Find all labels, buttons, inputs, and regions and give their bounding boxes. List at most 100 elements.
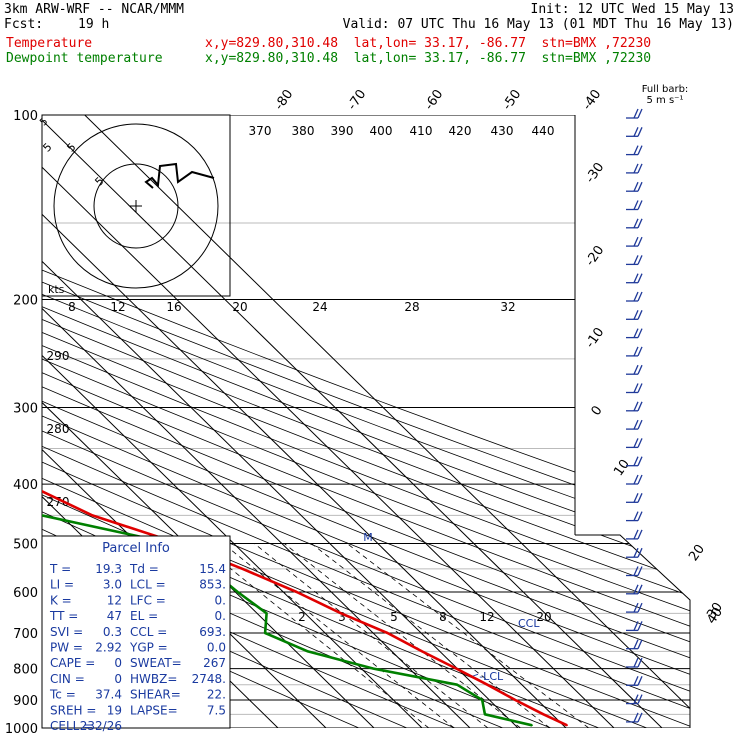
wind-barb-flag (637, 529, 643, 540)
parcel-info-label: CIN = (50, 672, 85, 686)
wind-barb-flag (633, 310, 639, 320)
isotherm-label-right: 20 (686, 542, 708, 564)
parcel-info-label: CELL = (50, 719, 93, 733)
parcel-info-label: LCL = (130, 578, 166, 592)
theta-label-left: 270 (47, 495, 70, 509)
wind-barb (626, 218, 643, 229)
isotherm-label-top: -50 (500, 87, 524, 113)
parcel-info-label: PW = (50, 641, 83, 655)
dry-adiabat (42, 115, 690, 728)
isotherm-label-top: -60 (422, 87, 446, 113)
hodograph-ring (53, 123, 219, 289)
theta-label: 380 (292, 124, 315, 138)
parcel-info-value: 37.4 (95, 688, 122, 702)
wind-barb-flag (633, 218, 639, 229)
fcst-label: Fcst: (4, 17, 44, 32)
isotherm (42, 115, 423, 728)
wind-barb-flag (637, 273, 643, 283)
wind-barb-flag (633, 511, 639, 521)
parcel-info-value: 232/26 (80, 719, 122, 733)
parcel-info-value: 0. (215, 593, 226, 607)
hodograph-speed-label: 20 (232, 300, 247, 314)
temperature-point (566, 724, 568, 727)
pressure-label-100: 100 (13, 109, 38, 124)
temperature-point (340, 612, 342, 615)
parcel-info-label: Tc = (49, 688, 76, 702)
pressure-label-1000: 1000 (5, 722, 38, 737)
wind-barb (626, 438, 643, 449)
mixing-ratio-label: 20 (536, 610, 551, 624)
pressure-label-600: 600 (13, 586, 38, 601)
wind-barb-flag (633, 676, 639, 686)
parcel-info-value: 0 (114, 656, 122, 670)
theta-label-left: 280 (47, 422, 70, 436)
wind-barb-flag (637, 694, 643, 704)
wind-barb (626, 529, 643, 540)
wind-barb-flag (633, 364, 639, 375)
dewpoint-point (484, 713, 486, 716)
theta-label: 370 (249, 124, 272, 138)
wind-barb (626, 310, 643, 320)
wind-barb (626, 419, 643, 430)
wind-barb-flag (637, 474, 643, 485)
wind-barb-flag (637, 200, 643, 210)
wind-barb-flag (637, 584, 643, 595)
dry-adiabat (42, 115, 690, 728)
mixing-ratio-label: 2 (298, 610, 306, 624)
wind-barb-flag (633, 547, 639, 558)
pressure-label-700: 700 (13, 627, 38, 642)
dry-adiabat (42, 115, 690, 728)
parcel-info-label: HWBZ= (130, 672, 177, 686)
mixing-ratio-label: 8 (439, 610, 447, 624)
wind-barb-flag (633, 255, 639, 265)
dewpoint-point (42, 514, 43, 517)
dewpoint-point (236, 591, 239, 593)
isotherm-label-top: -40 (580, 87, 604, 113)
wind-barb-flag (633, 529, 639, 540)
temperature-point (514, 699, 517, 701)
dry-adiabat (42, 115, 690, 728)
wind-barb-flag (637, 108, 643, 119)
parcel-info-label: YGP = (129, 641, 168, 655)
temperature-point (386, 632, 389, 634)
hodograph-ring-label: 5 (64, 140, 78, 154)
barb-legend-value: 5 m s⁻¹ (647, 95, 684, 106)
mixing-ratio-line (346, 543, 589, 728)
pressure-label-300: 300 (13, 401, 38, 416)
parcel-info-value: 7.5 (207, 703, 226, 717)
parcel-info-value: 12 (107, 593, 122, 607)
pressure-label-200: 200 (13, 294, 38, 309)
mixing-ratio-label: 5 (390, 610, 398, 624)
wind-barb-flag (637, 346, 643, 357)
wind-barb-flag (637, 401, 643, 412)
temperature-point (295, 591, 298, 593)
wind-barb-flag (633, 566, 639, 576)
wind-barb (626, 255, 643, 266)
parcel-info-value: 19.3 (95, 562, 122, 576)
ccl-marker: CCL (518, 617, 540, 630)
wind-barb (626, 163, 643, 174)
parcel-info-label: EL = (130, 609, 158, 623)
wind-barb-flag (637, 676, 643, 686)
wind-barb-flag (633, 694, 639, 704)
wind-barb-flag (637, 291, 643, 302)
wind-barb (626, 346, 643, 357)
hodograph-trace (144, 162, 215, 189)
isotherm-label-right: -30 (583, 160, 607, 186)
wind-barb-flag (637, 328, 643, 338)
parcel-info-box (41, 535, 231, 729)
dewpoint-point (265, 612, 268, 615)
isotherm-label-right: -10 (583, 325, 607, 351)
wind-barb (626, 639, 643, 650)
wind-barb-flag (633, 602, 639, 613)
wind-barb (626, 383, 643, 394)
parcel-info-value: 693. (199, 625, 226, 639)
wind-barb-flag (637, 236, 643, 247)
wind-barb (626, 456, 643, 467)
temperature-label: Temperature (6, 36, 93, 51)
wind-barb-flag (633, 438, 639, 448)
wind-barb-flag (633, 163, 639, 174)
mixing-ratio-line (222, 543, 455, 728)
wind-barb-flag (633, 456, 639, 466)
mixing-ratio-line (199, 543, 430, 728)
